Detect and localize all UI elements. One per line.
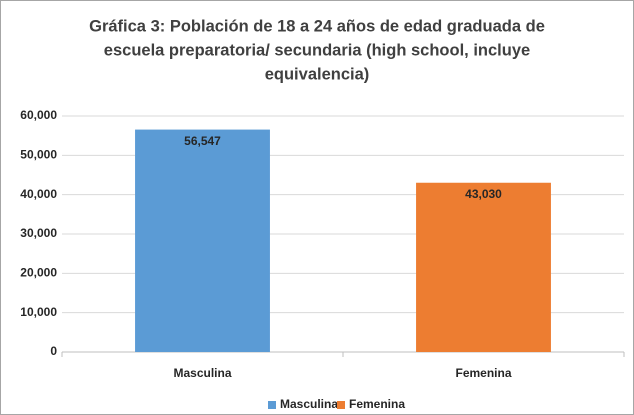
y-tick-label: 0: [50, 344, 57, 358]
bar: [416, 182, 551, 352]
y-tick-label: 10,000: [20, 305, 57, 319]
y-tick-label: 60,000: [20, 108, 57, 122]
chart-title: equivalencia): [265, 65, 370, 83]
y-tick-label: 50,000: [20, 148, 57, 162]
legend-swatch: [268, 401, 276, 409]
data-label: 56,547: [184, 134, 221, 148]
chart-title: Gráfica 3: Población de 18 a 24 años de …: [89, 17, 545, 35]
x-tick-label: Femenina: [455, 366, 511, 380]
y-tick-label: 40,000: [20, 187, 57, 201]
legend-swatch: [337, 401, 345, 409]
chart-title: escuela preparatoria/ secundaria (high s…: [104, 41, 530, 59]
x-tick-label: Masculina: [173, 366, 231, 380]
y-tick-label: 20,000: [20, 266, 57, 280]
bar: [135, 129, 270, 352]
data-label: 43,030: [465, 187, 502, 201]
legend-label: Femenina: [349, 397, 405, 411]
y-tick-label: 30,000: [20, 226, 57, 240]
legend-label: Masculina: [280, 397, 338, 411]
